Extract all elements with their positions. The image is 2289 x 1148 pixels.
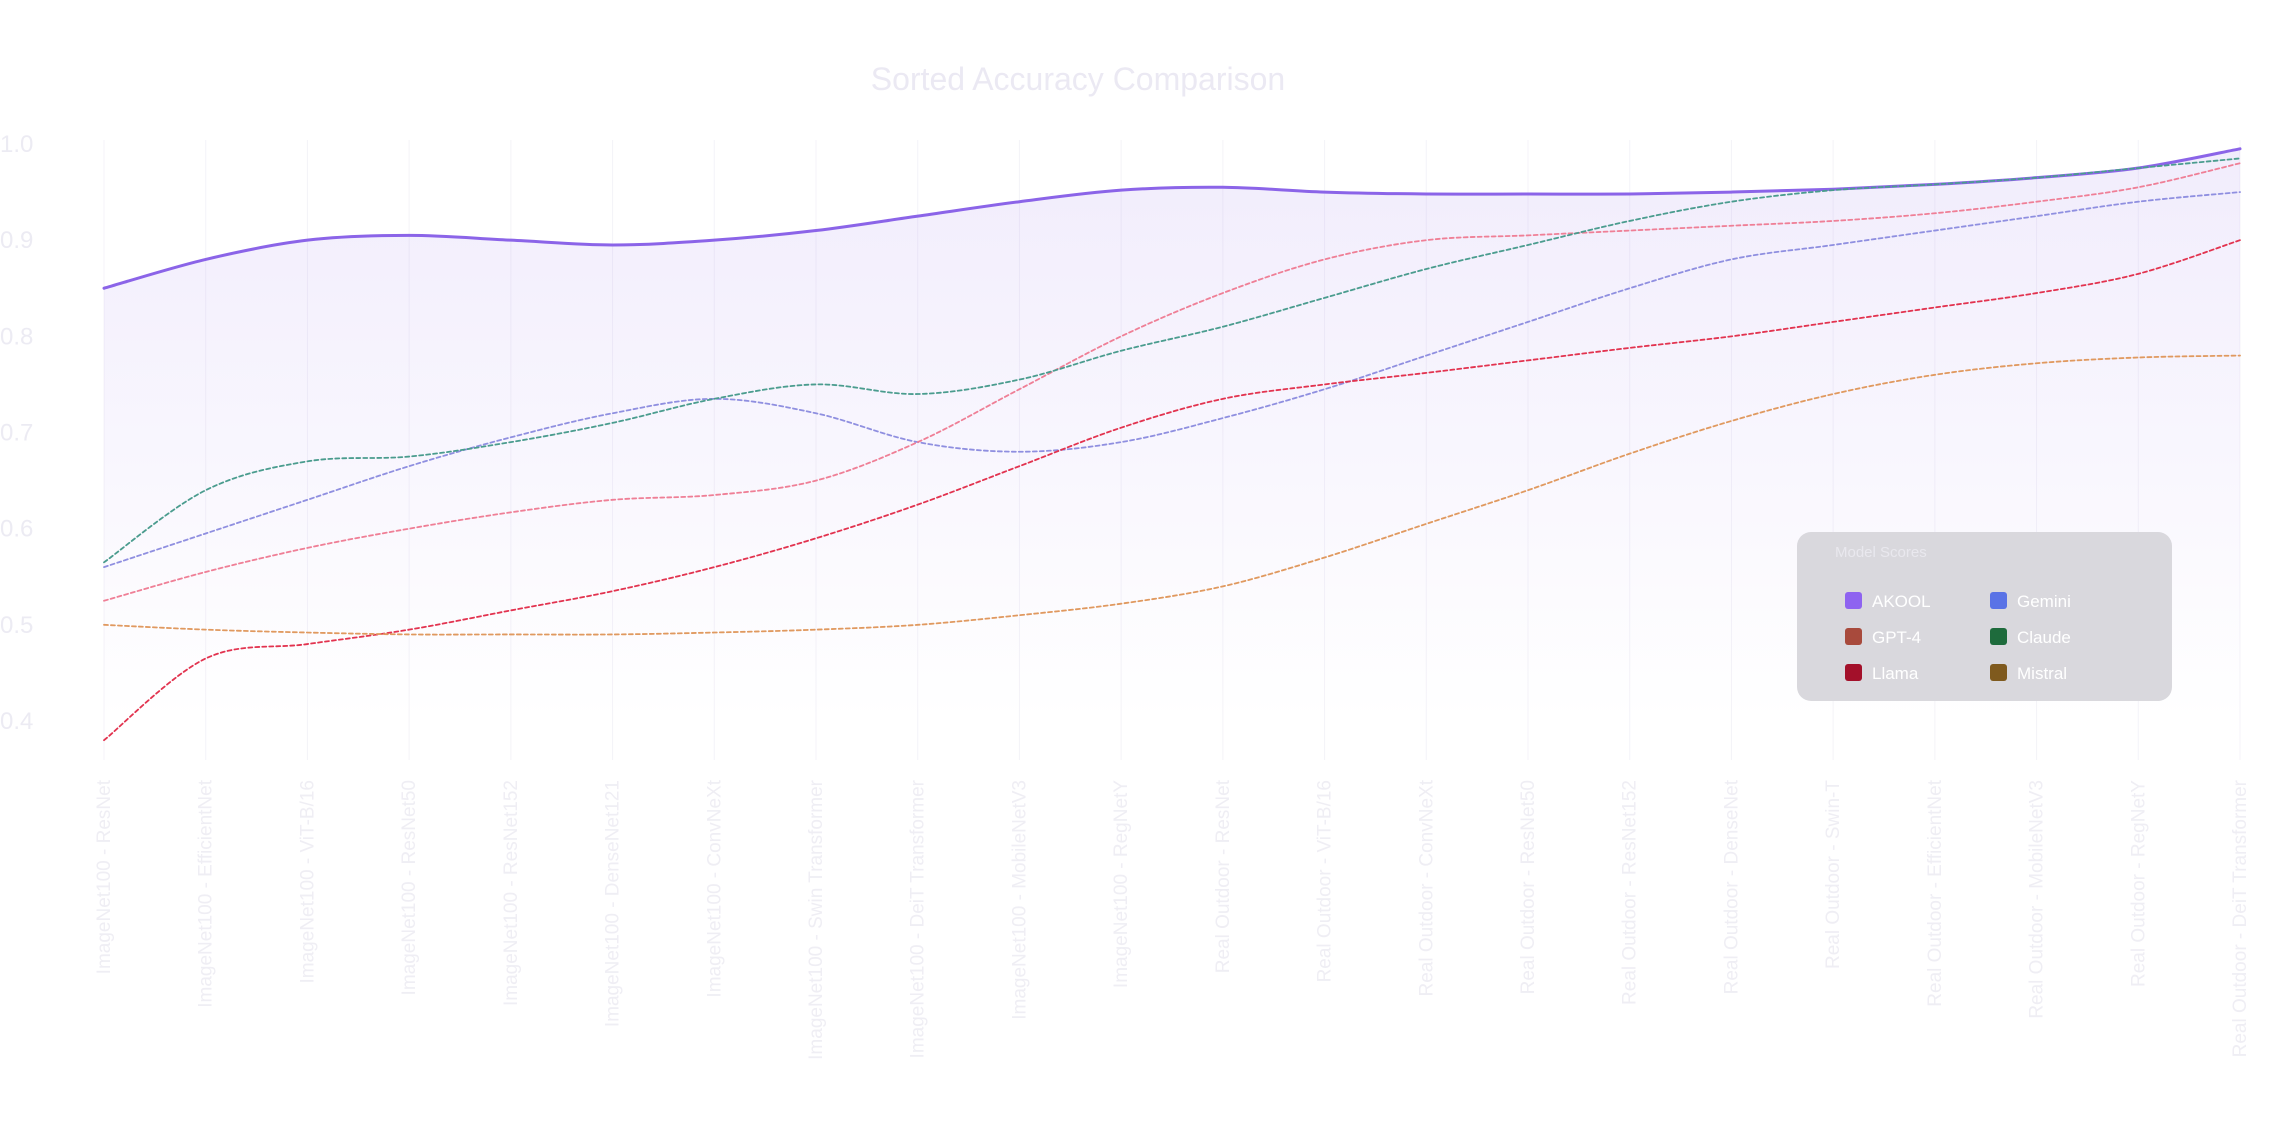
x-tick-label: ImageNet100 - MobileNetV3: [1009, 780, 1030, 1020]
area-layer: [104, 148, 2240, 721]
series-lines: [102, 147, 2242, 742]
chart-title: Sorted Accuracy Comparison: [871, 61, 1285, 97]
akool-line: [102, 147, 2242, 290]
akool-area: [104, 148, 2240, 721]
legend-swatch-akool: [1845, 592, 1862, 609]
x-tick-label: ImageNet100 - EfficientNet: [196, 779, 217, 1007]
legend-label-gpt-4: GPT-4: [1872, 628, 1921, 647]
x-tick-label: ImageNet100 - DeiT Transformer: [908, 779, 929, 1058]
legend: Model Scores AKOOL Gemini GPT-4 Claude Llama…: [1797, 532, 2172, 701]
x-tick-label: Real Outdoor - RegNetY: [2128, 780, 2149, 987]
x-tick-label: Real Outdoor - MobileNetV3: [2027, 780, 2048, 1019]
x-tick-label: Real Outdoor - DenseNet: [1721, 779, 1742, 994]
llama-line: [103, 239, 2241, 742]
claude-line: [103, 157, 2241, 564]
legend-label-claude: Claude: [2017, 628, 2071, 647]
x-tick-label: ImageNet100 - ResNet: [94, 779, 115, 974]
x-tick-label: Real Outdoor - ViT-B/16: [1315, 780, 1336, 982]
x-axis-ticks: ImageNet100 - ResNet ImageNet100 - Effici…: [94, 779, 2251, 1060]
x-tick-label: ImageNet100 - RegNetY: [1111, 780, 1132, 988]
legend-swatch-claude: [1990, 628, 2007, 645]
x-tick-label: ImageNet100 - ViT-B/16: [297, 780, 318, 983]
y-tick-label: 0.9: [0, 227, 33, 254]
x-tick-label: ImageNet100 - ResNet152: [501, 780, 522, 1006]
x-tick-label: ImageNet100 - ConvNeXt: [704, 779, 725, 997]
legend-label-akool: AKOOL: [1872, 592, 1931, 611]
legend-label-llama: Llama: [1872, 664, 1919, 683]
legend-swatch-mistral: [1990, 664, 2007, 681]
legend-swatch-llama: [1845, 664, 1862, 681]
gpt-4-line: [103, 162, 2241, 602]
x-tick-label: Real Outdoor - DeiT Transformer: [2230, 779, 2251, 1057]
x-tick-label: Real Outdoor - Swin-T: [1823, 780, 1844, 969]
y-tick-label: 0.5: [0, 612, 33, 639]
x-tick-label: ImageNet100 - Swin Transformer: [806, 779, 827, 1060]
legend-label-mistral: Mistral: [2017, 664, 2067, 683]
legend-swatch-gpt-4: [1845, 628, 1862, 645]
x-tick-label: Real Outdoor - ResNet: [1213, 779, 1234, 973]
mistral-line: [103, 354, 2241, 636]
x-tick-label: Real Outdoor - ResNet50: [1518, 780, 1539, 994]
y-tick-label: 0.7: [0, 420, 33, 447]
x-tick-label: Real Outdoor - ConvNeXt: [1416, 779, 1437, 996]
legend-title: Model Scores: [1835, 544, 1927, 561]
y-tick-label: 0.6: [0, 516, 33, 543]
legend-box: [1797, 532, 2172, 701]
legend-label-gemini: Gemini: [2017, 592, 2071, 611]
legend-swatch-gemini: [1990, 592, 2007, 609]
x-tick-label: ImageNet100 - ResNet50: [399, 780, 420, 995]
x-tick-label: Real Outdoor - ResNet152: [1620, 780, 1641, 1005]
y-tick-label: 0.4: [0, 708, 33, 735]
x-tick-label: ImageNet100 - DenseNet121: [603, 780, 624, 1027]
y-axis-ticks: 0.4 0.5 0.6 0.7 0.8 0.9 1.0: [0, 131, 33, 735]
x-tick-label: Real Outdoor - EfficientNet: [1925, 779, 1946, 1006]
y-tick-label: 0.8: [0, 323, 33, 350]
gemini-line: [103, 191, 2241, 569]
y-tick-label: 1.0: [0, 131, 33, 158]
legend-items: AKOOL Gemini GPT-4 Claude Llama Mistral: [1845, 592, 2071, 683]
